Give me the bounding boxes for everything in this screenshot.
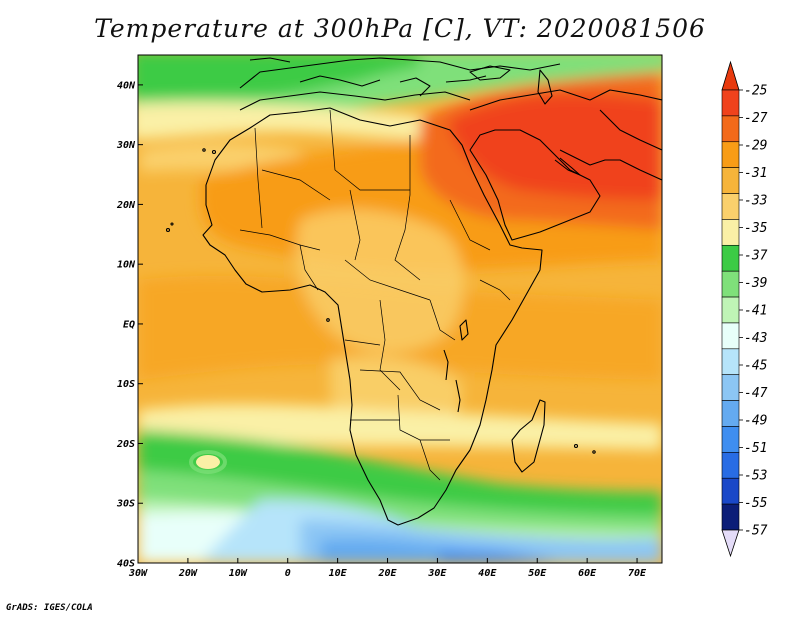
y-tick-label: EQ <box>123 319 135 330</box>
colorbar-label: -39 <box>744 276 767 291</box>
y-axis: 40N 30N 20N 10N EQ 10S 20S 30S 40S <box>116 80 143 570</box>
colorbar-label: -55 <box>744 496 768 511</box>
x-tick-label: 50E <box>528 568 547 579</box>
colorbar-swatch <box>721 89 740 117</box>
y-tick-label: 10S <box>117 379 135 390</box>
colorbar-swatch <box>721 322 740 350</box>
colorbar-bottom-arrow <box>721 529 740 558</box>
y-tick-label: 20S <box>116 439 135 450</box>
colorbar-swatch <box>721 270 740 298</box>
colorbar-label: -27 <box>744 111 768 126</box>
x-tick-label: 10E <box>329 568 348 579</box>
colorbar-swatch <box>721 115 740 143</box>
colorbar-swatch <box>721 167 740 194</box>
colorbar-swatch <box>721 503 740 531</box>
colorbar-label: -45 <box>744 359 768 374</box>
x-tick-label: 60E <box>578 568 597 579</box>
x-tick-label: 0 <box>285 568 291 579</box>
y-tick-label: 40N <box>117 80 136 91</box>
country-borders <box>239 109 511 481</box>
y-tick-label: 30S <box>116 499 135 510</box>
colorbar-swatch <box>721 348 740 376</box>
y-tick-label: 40S <box>117 559 135 570</box>
colorbar-swatch <box>721 296 740 324</box>
colorbar-swatch <box>721 244 740 272</box>
colorbar-label: -33 <box>744 194 767 209</box>
colorbar-swatch <box>721 400 740 427</box>
y-tick-label: 30N <box>116 140 136 151</box>
map-frame <box>137 54 663 564</box>
colorbar-top-arrow <box>721 60 740 91</box>
colorbar-swatch <box>721 219 740 246</box>
colorbar-swatch <box>721 374 740 401</box>
colorbar-swatch <box>721 426 740 453</box>
colorbar-label: -53 <box>744 469 767 484</box>
colorbar-label: -29 <box>744 139 767 154</box>
temperature-field <box>138 55 662 563</box>
colorbar-label: -49 <box>744 414 767 429</box>
y-tick-label: 10N <box>117 260 136 271</box>
colorbar: -25 -27 -29 -31 -33 -35 -37 -39 -41 -43 -45 -47 -49 -… <box>721 60 768 558</box>
colorbar-label: -37 <box>744 249 768 264</box>
colorbar-swatch <box>721 193 740 220</box>
colorbar-label: -35 <box>744 221 768 236</box>
footer-credit: GrADS: IGES/COLA <box>6 603 93 613</box>
colorbar-swatch <box>721 452 740 479</box>
colorbar-label: -51 <box>744 441 767 456</box>
colorbar-swatch <box>721 477 740 505</box>
colorbar-label: -25 <box>744 84 768 99</box>
x-tick-label: 30E <box>427 568 447 579</box>
colorbar-label: -47 <box>744 386 768 401</box>
colorbar-label: -57 <box>744 524 768 539</box>
y-tick-label: 20N <box>116 200 136 211</box>
colorbar-label: -41 <box>744 304 767 319</box>
colorbar-label: -43 <box>744 331 767 346</box>
map-title: Temperature at 300hPa [C], VT: 202008150… <box>94 14 706 43</box>
x-tick-label: 70E <box>628 568 647 579</box>
coastlines <box>165 57 662 526</box>
x-axis: 30W 20W 10W 0 10E 20E 30E 40E 50E 60E 70E <box>128 558 647 579</box>
x-tick-label: 40E <box>478 568 497 579</box>
x-tick-label: 20W <box>178 568 198 579</box>
x-tick-label: 30W <box>128 568 148 579</box>
x-tick-label: 20E <box>377 568 397 579</box>
colorbar-label: -31 <box>744 166 767 181</box>
x-tick-label: 10W <box>229 568 248 579</box>
colorbar-swatch <box>721 141 740 168</box>
